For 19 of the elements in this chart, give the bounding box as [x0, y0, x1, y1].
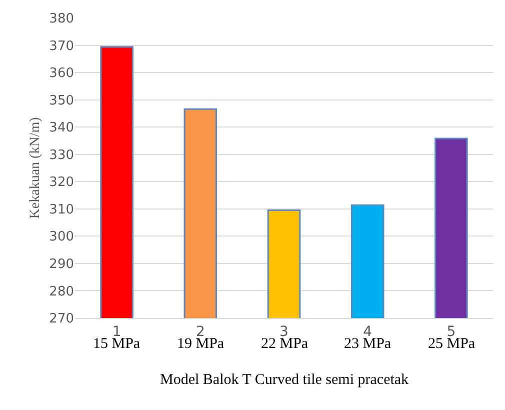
- y-tick-label: 340: [49, 120, 74, 136]
- y-tick-label: 290: [49, 257, 74, 272]
- text: 25 MPa: [428, 336, 476, 352]
- text: 19 MPa: [177, 336, 224, 352]
- text: 15 MPa: [93, 336, 140, 352]
- y-tick-label: 380: [49, 12, 74, 27]
- y-tick-label: 270: [49, 312, 74, 327]
- x-axis-title: Model Balok T Curved tile semi pracetak: [160, 372, 410, 388]
- y-tick-label: 360: [49, 66, 74, 82]
- y-axis-title: Kekakuan (kN/m): [28, 116, 43, 219]
- y-tick-label: 310: [49, 202, 74, 218]
- y-tick-label: 370: [49, 38, 74, 54]
- text: 22 MPa: [261, 336, 308, 352]
- y-tick-label: 330: [49, 148, 74, 163]
- text: 23 MPa: [344, 336, 392, 352]
- y-tick-label: 350: [49, 93, 74, 108]
- y-tick-label: 300: [49, 230, 74, 245]
- y-tick-label: 320: [49, 175, 74, 190]
- y-tick-label: 280: [49, 284, 74, 300]
